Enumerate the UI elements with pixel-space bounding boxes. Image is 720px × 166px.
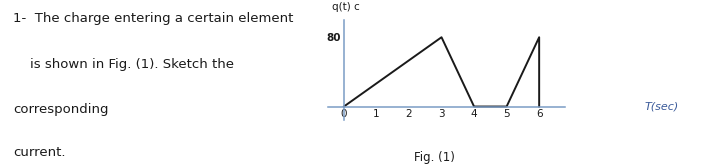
Text: 1-  The charge entering a certain element: 1- The charge entering a certain element xyxy=(13,12,294,25)
Text: T(sec): T(sec) xyxy=(644,102,679,112)
Text: q(t) c: q(t) c xyxy=(333,2,360,12)
Text: current.: current. xyxy=(13,146,66,159)
Text: Fig. (1): Fig. (1) xyxy=(414,151,455,164)
Text: is shown in Fig. (1). Sketch the: is shown in Fig. (1). Sketch the xyxy=(13,58,234,71)
Text: corresponding: corresponding xyxy=(13,103,109,116)
